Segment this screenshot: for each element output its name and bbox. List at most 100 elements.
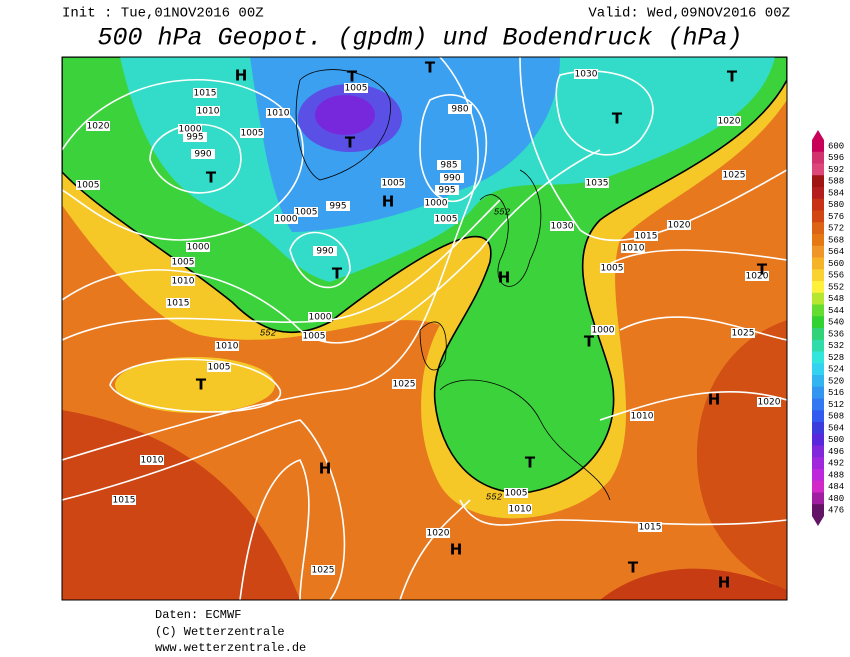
isobar-label: 1000 [179, 125, 202, 135]
isobars [62, 57, 787, 600]
pressure-center: H [319, 460, 332, 478]
isobar-label-box [591, 325, 615, 335]
colorbar-swatch [812, 375, 824, 388]
isobar-label-box [166, 298, 190, 308]
isobar-label-box [76, 180, 100, 190]
isobar-label-box [215, 341, 239, 351]
pressure-center: T [628, 559, 639, 577]
init-time: Init : Tue,01NOV2016 00Z [62, 6, 264, 22]
coastlines [295, 69, 611, 501]
isobar-label: 995 [329, 202, 346, 212]
field-yellow [115, 357, 275, 413]
isobar-label-box [186, 242, 210, 252]
colorbar-label: 588 [828, 177, 844, 187]
colorbar-swatch [812, 222, 824, 235]
isobar-label: 1015 [194, 89, 217, 99]
isobar-label: 1000 [309, 313, 332, 323]
pressure-center: H [235, 67, 248, 85]
isobar-label-box [667, 220, 691, 230]
isobar-label: 1000 [592, 326, 615, 336]
colorbar-label: 592 [828, 165, 844, 175]
isobar-label: 990 [316, 247, 333, 257]
colorbar-swatch [812, 433, 824, 446]
isobar-label-box [140, 455, 164, 465]
isobar-label-box [722, 170, 746, 180]
isobar-label-box [193, 88, 217, 98]
colorbar-label: 564 [828, 247, 844, 257]
colorbar-label: 568 [828, 235, 844, 245]
isobar-label-box [274, 214, 298, 224]
isobar-label-box [508, 504, 532, 514]
isobar-label: 1015 [639, 523, 662, 533]
colorbar-swatch [812, 328, 824, 341]
field-purple [315, 95, 375, 135]
colorbar-label: 496 [828, 447, 844, 457]
colorbar-label: 552 [828, 282, 844, 292]
colorbar-swatch [812, 504, 824, 517]
isobar-label: 1020 [87, 122, 110, 132]
colorbar-label: 600 [828, 141, 844, 151]
isobar-label-box [621, 243, 645, 253]
isobar-label-box [745, 271, 769, 281]
colorbar-swatch [812, 198, 824, 211]
isobar-label-box [630, 411, 654, 421]
colorbar-label: 480 [828, 494, 844, 504]
isobar-label-box [294, 207, 318, 217]
isobar-label-box [440, 173, 464, 183]
isobar-label-box [731, 328, 755, 338]
isobar-label-box [638, 522, 662, 532]
isobar-label-box [344, 83, 368, 93]
colorbar-label: 520 [828, 376, 844, 386]
isobar-label-box [308, 312, 332, 322]
isobar-label-box [240, 128, 264, 138]
colorbar-swatch [812, 363, 824, 376]
isobar-label: 1020 [746, 272, 769, 282]
isobar-label: 1000 [275, 215, 298, 225]
isobar-label-box [86, 121, 110, 131]
colorbar-swatch [812, 269, 824, 282]
colorbar-label: 560 [828, 259, 844, 269]
contour-label: 552 [494, 207, 511, 217]
colorbar-swatch [812, 187, 824, 200]
contour-label: 552 [260, 328, 277, 338]
pressure-center: T [332, 265, 343, 283]
isobar-label: 1020 [718, 117, 741, 127]
valid-time: Valid: Wed,09NOV2016 00Z [588, 6, 790, 22]
isobar-label-box [448, 104, 472, 114]
isobar-label-box [183, 132, 207, 142]
isobar-label-box [424, 198, 448, 208]
isobar-label-box [717, 116, 741, 126]
isobar-label: 1025 [312, 566, 335, 576]
colorbar-swatch [812, 281, 824, 294]
isobar-label-box [302, 331, 326, 341]
isobar-label: 1005 [382, 179, 405, 189]
pressure-center: T [347, 68, 358, 86]
isobar-label: 1005 [345, 84, 368, 94]
colorbar-label: 556 [828, 271, 844, 281]
colorbar-swatch [812, 457, 824, 470]
isobar-label-box [112, 495, 136, 505]
pressure-center: T [345, 134, 356, 152]
isobar-label: 1015 [167, 299, 190, 309]
isobar-label: 1005 [208, 363, 231, 373]
isobar-label: 980 [451, 105, 468, 115]
pressure-center: T [525, 454, 536, 472]
colorbar-swatch [812, 151, 824, 164]
pressure-center: H [498, 269, 511, 287]
colorbar-swatch [812, 292, 824, 305]
isobar-label: 990 [443, 174, 460, 184]
footer-line: Daten: ECMWF [155, 608, 241, 622]
isobar-label-box [311, 565, 335, 575]
isobar-label-box [207, 362, 231, 372]
colorbar-label: 476 [828, 506, 844, 516]
colorbar-label: 580 [828, 200, 844, 210]
pressure-center: T [425, 59, 436, 77]
colorbar-swatch [812, 163, 824, 176]
isobar-label-box [434, 214, 458, 224]
pressure-center: H [718, 574, 731, 592]
isobar-label-box [171, 257, 195, 267]
colorbar: 6005965925885845805765725685645605565525… [812, 130, 844, 526]
colorbar-label: 548 [828, 294, 844, 304]
